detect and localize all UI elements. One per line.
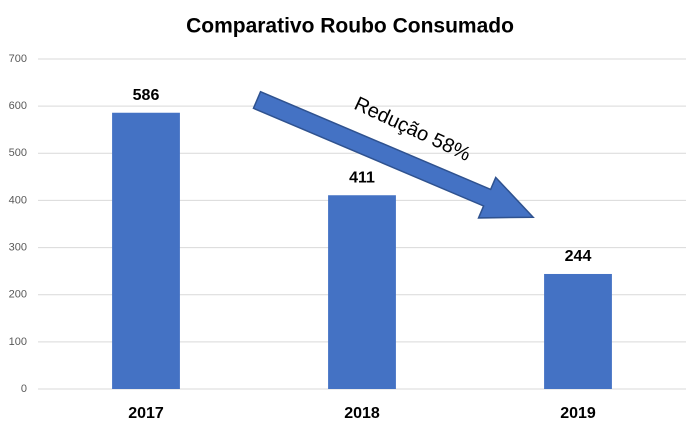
arrow-shape [252, 90, 535, 219]
plot-area: 0 100 200 300 400 500 600 700 2017 586 2018 411 2019… [9, 53, 686, 422]
x-tick-label: 2019 [560, 405, 596, 422]
y-tick-label: 600 [9, 100, 27, 112]
y-tick-label: 300 [9, 241, 27, 253]
y-tick-label: 400 [9, 194, 27, 206]
y-tick-label: 200 [9, 289, 27, 301]
y-tick-label: 700 [9, 53, 27, 65]
value-label: 586 [133, 87, 160, 104]
bar [328, 195, 396, 389]
y-tick-label: 500 [9, 147, 27, 159]
value-label: 244 [565, 248, 592, 265]
x-tick-label: 2017 [128, 405, 164, 422]
y-tick-label: 100 [9, 336, 27, 348]
chart-title: Comparativo Roubo Consumado [186, 15, 514, 38]
x-tick-label: 2018 [344, 405, 380, 422]
bar [112, 112, 180, 389]
value-label: 411 [349, 169, 375, 186]
y-tick-label: 0 [21, 383, 27, 395]
trend-arrow [252, 90, 535, 219]
bar [544, 273, 612, 389]
